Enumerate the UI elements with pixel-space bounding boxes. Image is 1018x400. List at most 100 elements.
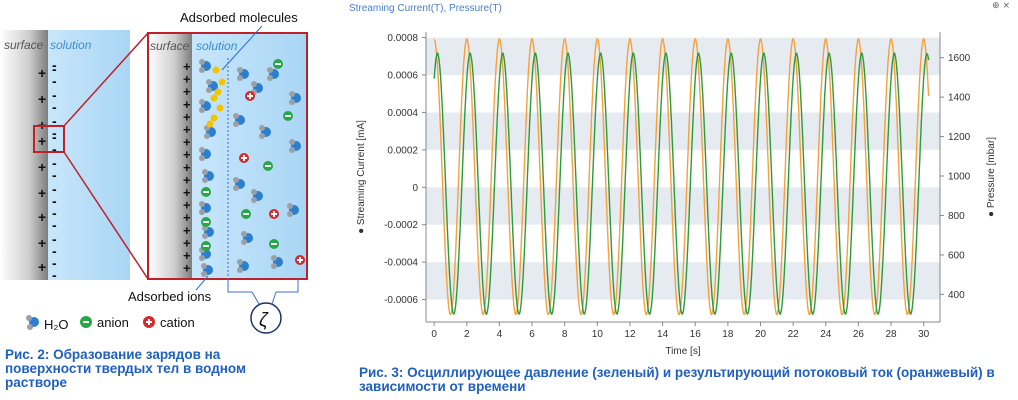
adsorbed-molecule — [216, 104, 224, 112]
pressure-peak-point — [468, 52, 472, 55]
streaming-current-peak-point — [726, 38, 730, 41]
left-y-tick-label: 0.0008 — [387, 33, 418, 44]
water-molecule — [237, 259, 249, 273]
x-tick-label: 12 — [624, 329, 636, 340]
right-y-tick-label: 400 — [948, 290, 965, 301]
water-molecule — [289, 91, 301, 105]
streaming-current-peak-point — [791, 38, 795, 41]
pressure-peak-point — [632, 52, 635, 55]
surface-region — [0, 30, 48, 280]
right-y-tick-label: 1000 — [948, 172, 971, 183]
x-tick-label: 2 — [464, 329, 470, 340]
left-y-tick-label: 0.0006 — [387, 71, 418, 82]
window-controls[interactable]: ⊕ × — [992, 1, 1010, 11]
left-y-tick-label: 0.0004 — [387, 108, 418, 119]
zoom-marker — [33, 125, 65, 153]
figure-2-caption: Рис. 2: Образование зарядов на поверхнос… — [5, 347, 246, 390]
adsorbed-molecules-leader — [221, 25, 263, 71]
pressure-peak-point — [729, 52, 733, 55]
x-tick-label: 28 — [885, 329, 897, 340]
x-tick-label: 30 — [918, 329, 930, 340]
x-tick-label: 20 — [755, 329, 767, 340]
water-molecule — [201, 263, 213, 277]
double-layer-figure: surface solution + - - + - - + - - + - - + - - + - - + - - + -… — [0, 0, 318, 400]
solution-negative-charge: - — [52, 57, 57, 73]
zeta-connector-left — [227, 279, 252, 293]
surface-positive-charge: + — [183, 147, 191, 162]
water-molecule — [259, 125, 271, 139]
water-molecule — [199, 201, 211, 215]
pressure-peak-point — [893, 52, 896, 55]
pressure-peak-point — [795, 52, 798, 55]
solution-negative-charge: - — [52, 125, 57, 141]
zeta-lead-left — [251, 291, 260, 305]
solution-negative-charge: - — [52, 205, 57, 221]
water-molecule — [206, 79, 218, 93]
left-y-tick-label: 0.0002 — [387, 145, 418, 156]
solution-negative-charge: - — [52, 73, 57, 89]
adsorbed-molecules-label: Adsorbed molecules — [180, 10, 298, 25]
right-y-axis-label: ● Pressure [mbar] — [986, 137, 997, 217]
zoom-line-top — [63, 32, 149, 127]
zoom-surface-region — [148, 33, 192, 279]
zeta-lead-right — [271, 291, 277, 305]
solution-negative-charge: - — [52, 99, 57, 115]
legend-h2o-label: H₂O — [44, 317, 69, 332]
solution-negative-charge: - — [52, 167, 57, 183]
surface-positive-charge: + — [183, 210, 191, 225]
surface-positive-charge: + — [183, 109, 191, 124]
streaming-current-peak-point — [694, 38, 697, 41]
x-tick-label: 6 — [529, 329, 535, 340]
left-y-axis-label: ● Streaming Current [mA] — [356, 120, 367, 234]
legend: H₂O anion cation — [26, 315, 195, 332]
left-y-tick-label: -0.0006 — [384, 295, 418, 306]
x-tick-label: 0 — [431, 329, 437, 340]
adsorbed-molecule — [218, 78, 226, 86]
left-y-tick-label: 0 — [412, 183, 418, 194]
surface-positive-charge: + — [183, 72, 191, 87]
zoom-solution-label: solution — [196, 39, 238, 53]
streaming-current-peak-point — [661, 38, 664, 41]
surface-positive-charge: + — [183, 160, 191, 175]
double-layer-diagram: surface solution + --+ --+ --+ --+ --+ --+ --+ -… — [0, 10, 308, 334]
x-tick-label: 10 — [592, 329, 604, 340]
pressure-peak-point — [436, 52, 439, 55]
surface-positive-charge: + — [38, 185, 46, 201]
adsorbed-ions-leader — [195, 275, 209, 291]
water-molecule — [199, 59, 211, 73]
right-y-tick-label: 1600 — [948, 53, 971, 64]
left-y-tick-label: -0.0002 — [384, 220, 418, 231]
water-molecule — [233, 177, 245, 191]
legend-anion-label: anion — [97, 315, 129, 330]
streaming-current-peak-point — [563, 38, 566, 41]
adsorbed-ions-label: Adsorbed ions — [128, 289, 212, 304]
surface-positive-charge: + — [38, 209, 46, 225]
water-molecule — [267, 67, 279, 81]
pressure-peak-point — [599, 52, 602, 55]
x-tick-label: 4 — [497, 329, 503, 340]
surface-positive-charge: + — [183, 261, 191, 276]
solution-negative-charge: - — [52, 155, 57, 171]
water-molecule — [251, 81, 263, 95]
surface-positive-charge: + — [183, 59, 191, 74]
water-molecule — [289, 139, 301, 153]
right-y-tick-label: 600 — [948, 250, 965, 261]
surface-positive-charge: + — [38, 133, 46, 149]
solution-negative-charge: - — [52, 141, 57, 157]
surface-positive-charge: + — [183, 135, 191, 150]
streaming-current-peak-point — [465, 38, 468, 41]
surface-positive-charge: + — [183, 84, 191, 99]
water-molecule — [251, 189, 263, 203]
surface-positive-charge: + — [38, 259, 46, 275]
solution-negative-charge: - — [52, 243, 57, 259]
adsorbed-molecule — [214, 88, 222, 96]
x-tick-label: 8 — [562, 329, 568, 340]
surface-positive-charge: + — [183, 248, 191, 263]
streaming-current-peak-point — [759, 38, 762, 41]
pressure-peak-point — [566, 52, 570, 55]
zeta-symbol: ζ — [259, 310, 269, 331]
solution-negative-charge: - — [52, 87, 57, 103]
surface-positive-charge: + — [183, 97, 191, 112]
streaming-current-peak-point — [596, 38, 599, 41]
oscillation-chart-figure: Streaming Current(T), Pressure(T) ⊕ × 0.… — [344, 0, 1018, 400]
